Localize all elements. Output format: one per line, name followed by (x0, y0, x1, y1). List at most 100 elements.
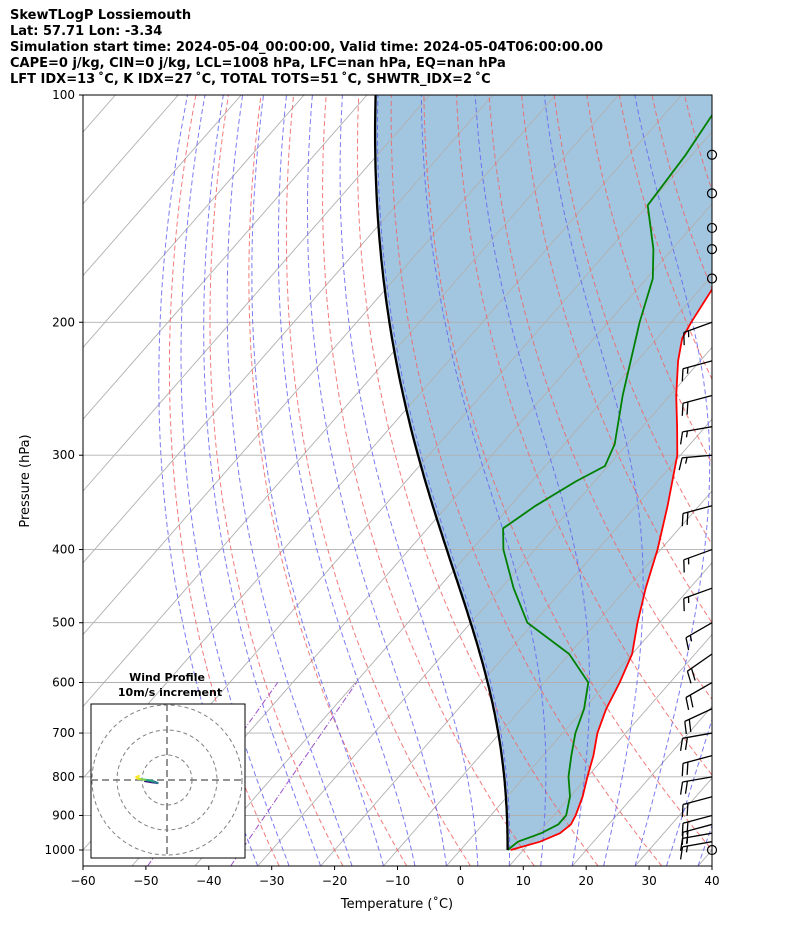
x-tick-label: 40 (704, 874, 719, 888)
x-tick-label: −30 (259, 874, 284, 888)
y-tick-label: 900 (52, 809, 75, 823)
dewpoint-profile (502, 113, 712, 851)
moist-adiabat (634, 95, 711, 866)
x-tick-label: 10 (516, 874, 531, 888)
isotherm-line (83, 95, 305, 349)
y-tick-label: 800 (52, 770, 75, 784)
title-line-4: CAPE=0 j/kg, CIN=0 j/kg, LCL=1008 hPa, L… (10, 56, 506, 71)
inset-plot (91, 704, 245, 858)
wind-barb (706, 244, 718, 255)
moist-adiabat (203, 95, 322, 866)
wind-barb (706, 222, 718, 234)
x-tick-label: 30 (641, 874, 656, 888)
isotherm-line (83, 95, 619, 708)
isotherm-line (83, 95, 494, 564)
wind-barb (683, 548, 713, 573)
barb-half-flag (685, 845, 689, 853)
barb-flag (679, 846, 684, 860)
isotherm-line (508, 633, 712, 866)
barb-staff (683, 548, 713, 561)
barb-flag (689, 694, 694, 708)
isotherm-line (83, 95, 557, 636)
barb-half-flag (685, 430, 689, 438)
y-tick-label: 200 (52, 315, 75, 329)
barb-staff (682, 454, 713, 459)
dry-adiabat (553, 95, 712, 546)
x-tick-label: −10 (385, 874, 410, 888)
wind-barb (706, 844, 718, 856)
barb-flag (684, 737, 689, 750)
x-tick-label: −60 (70, 874, 95, 888)
hodograph-segment (135, 774, 140, 779)
calm-wind-circle (706, 222, 718, 234)
wind-barb (679, 426, 713, 445)
y-tick-label: 400 (52, 543, 75, 557)
moist-adiabat (666, 717, 712, 866)
wind-barb (685, 681, 713, 711)
moist-adiabat (339, 95, 479, 866)
barb-flag (688, 719, 692, 732)
y-axis-label: Pressure (hPa) (18, 434, 33, 527)
wind-barb (681, 755, 713, 777)
barb-flag (681, 823, 684, 836)
dry-adiabat (456, 95, 712, 776)
isotherm-line (83, 95, 431, 492)
calm-wind-circle (706, 244, 718, 255)
barb-flag (690, 668, 696, 681)
barb-flag (679, 781, 684, 795)
dry-adiabat (717, 95, 794, 866)
axes: −60 −50 −40 −30 −20 −10 0 10 20 30 40 100 200 300 400 5… (44, 88, 719, 888)
dry-adiabat (390, 95, 663, 866)
barb-flag (686, 762, 689, 775)
dry-adiabat (750, 95, 794, 866)
moist-adiabat (543, 95, 644, 866)
dry-adiabat (521, 95, 712, 624)
dry-adiabat (168, 95, 280, 866)
dry-adiabat (423, 95, 712, 851)
dry-adiabat (248, 95, 408, 866)
isotherm-line (83, 95, 368, 420)
title-line-5: LFT IDX=13 ˚C, K IDX=27 ˚C, TOTAL TOTS=5… (10, 72, 491, 87)
barb-staff (682, 776, 713, 783)
title-line-1: SkewTLogP Lossiemouth (10, 8, 192, 23)
barb-flag (681, 403, 684, 416)
y-tick-label: 1000 (44, 843, 75, 857)
wind-barb (679, 841, 713, 860)
isotherm-line (761, 95, 794, 866)
wind-barb (706, 273, 718, 284)
calm-wind-circle (706, 149, 718, 160)
title-line-3: Simulation start time: 2024-05-04_00:00:… (10, 40, 603, 55)
isotherm-line (257, 346, 712, 866)
wind-barb (685, 622, 713, 651)
x-tick-label: −40 (196, 874, 221, 888)
moist-adiabat (474, 95, 591, 866)
wind-barb (681, 394, 713, 416)
calm-wind-circle (706, 188, 718, 199)
barb-flag (681, 804, 684, 818)
barb-flag (686, 512, 689, 525)
barb-flag (685, 637, 690, 651)
inset-title: Wind Profile (129, 671, 205, 684)
barb-flag (686, 671, 692, 684)
y-tick-label: 700 (52, 726, 75, 740)
isotherm-line (320, 418, 712, 866)
dry-adiabat (322, 95, 535, 866)
wind-barb (686, 653, 713, 684)
barb-half-flag (689, 635, 693, 642)
wind-profile-inset: Wind Profile 10m/s increment (90, 671, 246, 859)
wind-barb (681, 814, 713, 836)
barb-flag (681, 368, 684, 382)
dry-adiabat (209, 95, 344, 866)
y-tick-label: 100 (52, 88, 75, 102)
parcel-path (373, 95, 509, 850)
dry-adiabat (782, 95, 794, 866)
y-tick-label: 600 (52, 676, 75, 690)
isotherm-line (194, 274, 712, 866)
moist-adiabat (180, 95, 290, 866)
x-axis-label: Temperature (˚C) (340, 896, 453, 912)
wind-barb (678, 454, 713, 471)
barb-flag (686, 821, 689, 835)
isotherm-line (383, 490, 712, 866)
barb-flag (685, 697, 690, 711)
